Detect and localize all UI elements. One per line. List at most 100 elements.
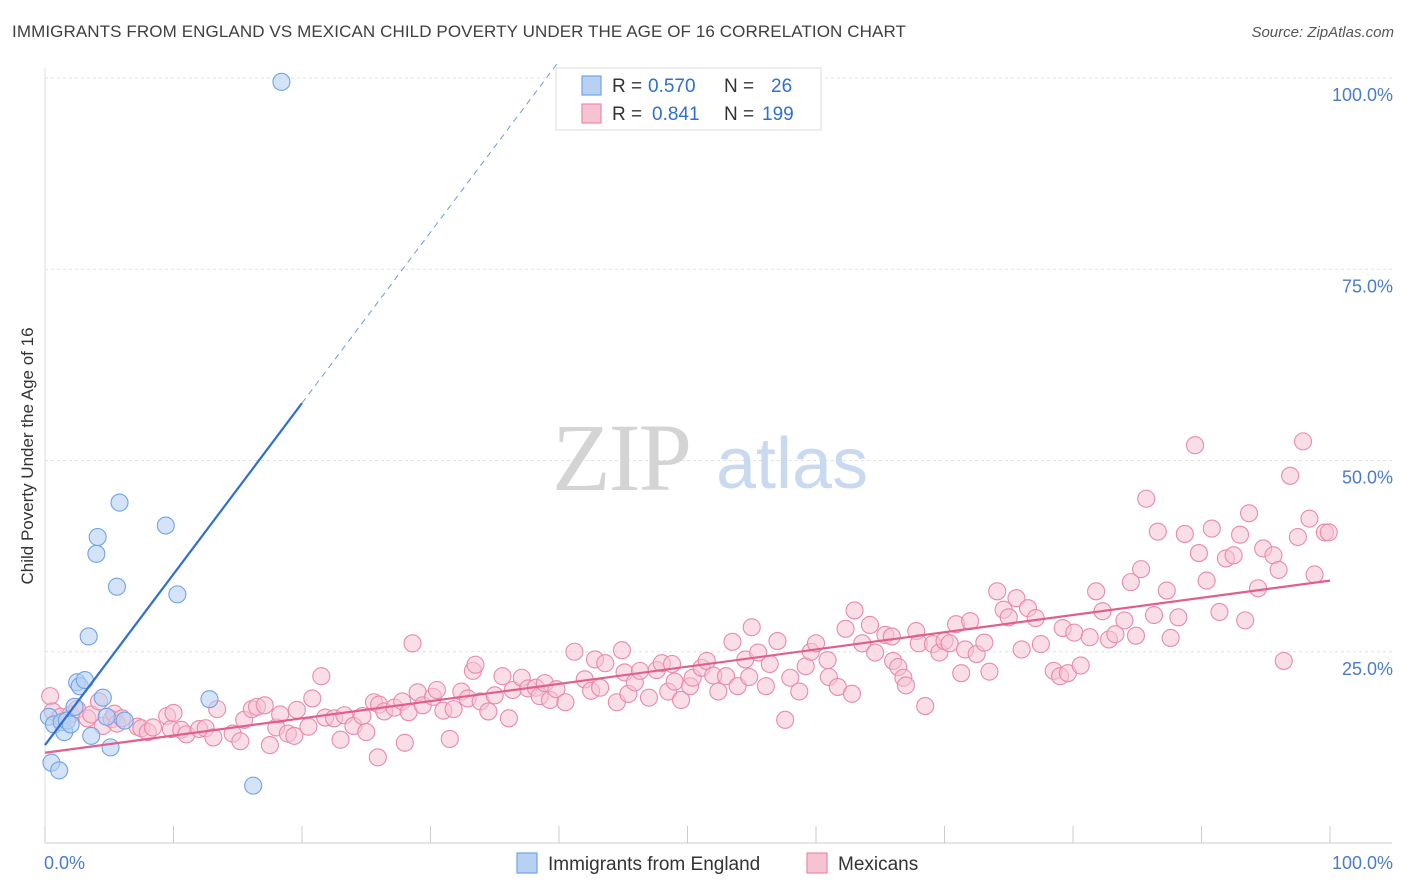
mexicans-point [806,634,826,653]
mexicans-point [331,730,350,749]
mexicans-point [1210,602,1229,622]
mexicans-point [1007,589,1026,608]
mexicans-point [357,723,376,742]
mexicans-point [980,662,999,681]
mexicans-point [299,717,318,736]
england-point [115,711,134,730]
england-point [75,671,94,690]
bottom-legend-mexicans: Mexicans [838,854,918,875]
y-tick-label: 50.0% [1342,468,1393,488]
mexicans-point [665,672,684,691]
legend-r-value-mexicans: 0.841 [652,104,700,125]
legend-r-label: R = [612,104,642,125]
england-point [110,493,129,512]
mexicans-point [1281,466,1300,485]
mexicans-point [485,686,504,705]
mexicans-point [1189,544,1208,563]
mexicans-point [204,728,223,747]
mexicans-point [1274,651,1293,670]
mexicans-point [882,627,901,646]
mexicans-point [836,619,855,638]
trend-lines [44,60,1331,754]
mexicans-point [312,667,331,686]
mexicans-point [427,680,446,700]
mexicans-point [1175,524,1194,543]
mexicans-point [612,641,632,660]
tick-labels: 25.0% 50.0% 75.0% 100.0% 0.0% 100.0% [44,85,1393,873]
mexicans-point [1248,579,1268,598]
y-tick-label: 75.0% [1342,276,1393,296]
mexicans-point [1236,611,1255,630]
mexicans-point [556,693,575,712]
legend-r-value-england: 0.570 [648,76,696,97]
mexicans-point [896,676,916,695]
mexicans-point [1305,565,1324,584]
mexicans-point [287,700,306,719]
mexicans-point [760,654,779,674]
mexicans-point [1197,571,1216,590]
mexicans-point [940,634,959,653]
bottom-legend-england: Immigrants from England [548,854,760,875]
mexicans-point [1288,527,1307,547]
england-point [87,544,106,563]
mexicans-point [781,668,800,687]
england-point [272,72,291,91]
legend-n-value-mexicans: 199 [762,104,794,125]
mexicans-point [143,718,162,737]
mexicans-point [1319,523,1338,542]
mexicans-point [790,682,809,701]
legend-r-label: R = [612,76,642,97]
y-tick-label: 25.0% [1342,659,1393,679]
mexicans-point [630,661,650,680]
mexicans-point [999,608,1018,627]
england-point [101,738,120,757]
england-point [200,690,219,709]
mexicans-point [716,667,736,686]
mexicans-point [1161,628,1180,648]
mexicans-point [952,664,971,683]
bottom-legend-swatch-england [516,852,538,874]
mexicans-point [988,582,1007,601]
mexicans-point [756,677,775,696]
mexicans-point [285,726,304,745]
grid-lines [45,77,1392,653]
mexicans-point [1031,635,1050,654]
y-axis-label: Child Poverty Under the Age of 16 [18,327,37,584]
legend-swatch-england [581,75,602,96]
mexicans-point [740,667,759,687]
legend-swatch-mexicans [581,103,602,124]
watermark-atlas: atlas [716,424,868,504]
mexicans-point [866,643,885,662]
mexicans-point [1293,432,1313,451]
mexicans-point [1080,628,1099,647]
mexicans-point [639,688,659,707]
mexicans-point [742,618,761,637]
mexicans-point [1148,522,1167,541]
england-points [39,72,291,795]
england-point [107,577,127,596]
mexicans-point [1169,608,1188,627]
mexicans-point [368,748,387,767]
watermark-zip: ZIP [552,404,690,511]
mexicans-point [1071,656,1090,675]
mexicans-point [845,601,864,620]
mexicans-point [672,690,691,709]
mexicans-point [1132,560,1151,579]
mexicans-point [1115,611,1134,630]
mexicans-point [440,729,459,749]
mexicans-point [499,709,518,728]
england-trend-extension [301,60,560,404]
mexicans-point [1269,560,1288,579]
mexicans-point [41,687,60,706]
x-tick-label: 0.0% [44,853,85,873]
mexicans-point [1186,436,1205,455]
mexicans-point [1239,504,1259,523]
bottom-legend-swatch-mexicans [806,852,828,874]
y-tick-label: 100.0% [1332,85,1393,105]
england-point [97,707,116,726]
legend-n-label: N = [724,76,754,97]
mexicans-point [842,684,862,703]
mexicans-point [916,697,935,716]
england-point [79,627,98,646]
legend-n-label: N = [724,104,754,125]
